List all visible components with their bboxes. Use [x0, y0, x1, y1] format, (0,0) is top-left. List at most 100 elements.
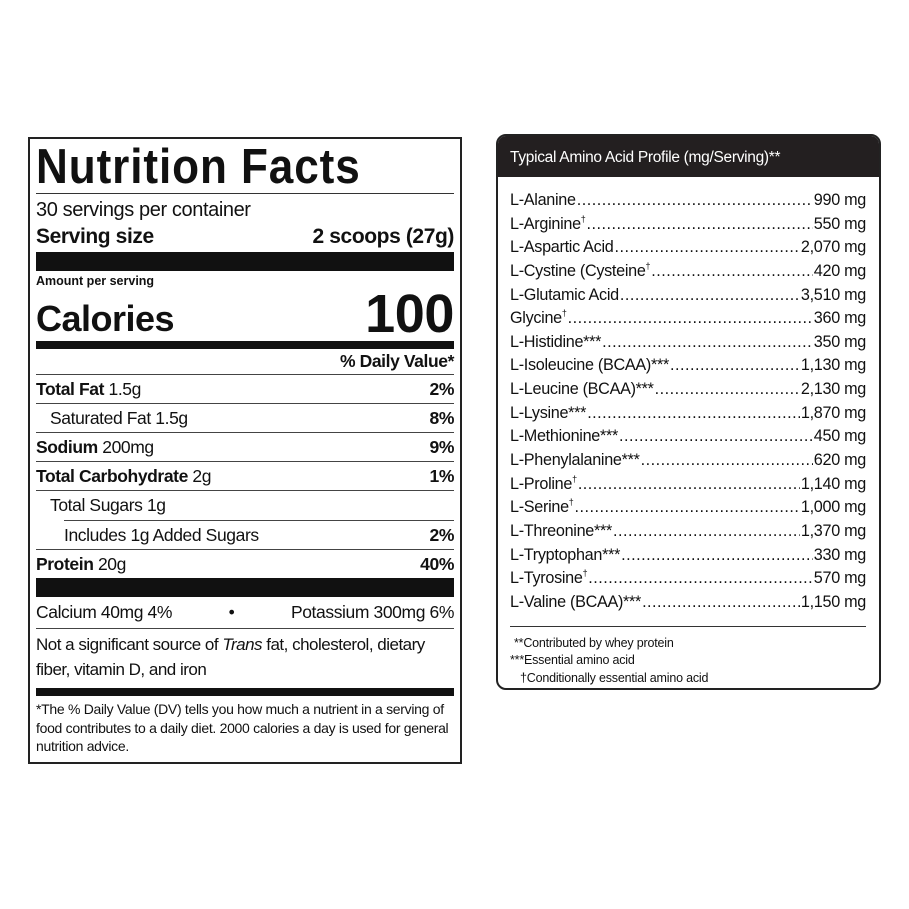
amino-value: 1,130 mg: [800, 356, 866, 375]
nutrition-facts-label: Nutrition Facts 30 servings per containe…: [28, 137, 462, 764]
daily-value-header: % Daily Value*: [36, 349, 454, 375]
amino-value: 2,130 mg: [800, 380, 866, 399]
amino-value: 550 mg: [813, 214, 867, 233]
amino-acid-profile: Typical Amino Acid Profile (mg/Serving)*…: [496, 134, 881, 690]
calories-row: Calories 100: [36, 284, 454, 344]
dot-leader: [614, 236, 799, 260]
footnote: ***Essential amino acid: [510, 653, 635, 668]
amino-row: L-Phenylalanine*** 620 mg: [510, 449, 866, 473]
amino-name: L-Histidine***: [510, 331, 601, 355]
note-text: Not a significant source of: [36, 635, 223, 654]
amino-name-text: L-Arginine: [510, 214, 581, 233]
calories-value: 100: [365, 284, 454, 344]
calcium: Calcium 40mg 4%: [36, 602, 172, 622]
nutrient-dv: 9%: [429, 436, 455, 457]
nutrient-name: Includes 1g Added Sugars: [64, 524, 259, 545]
amino-name: L-Cystine (Cysteine†: [510, 260, 651, 284]
dot-leader: [577, 189, 813, 213]
amino-name-text: L-Threonine***: [510, 521, 612, 540]
amino-name: L-Proline†: [510, 473, 577, 497]
nutrient-name: Saturated Fat 1.5g: [50, 407, 188, 428]
dot-leader: [641, 449, 813, 473]
amino-name-text: L-Serine: [510, 498, 569, 517]
amino-value: 330 mg: [813, 545, 867, 564]
amino-value: 420 mg: [813, 261, 867, 280]
dot-leader: [575, 496, 800, 520]
amino-row: L-Proline† 1,140 mg: [510, 473, 866, 497]
amino-value: 1,870 mg: [800, 403, 866, 422]
label-title: Nutrition Facts: [36, 140, 361, 194]
nutrient-name: Total Fat: [36, 378, 105, 399]
amino-name: L-Lysine***: [510, 402, 586, 426]
amino-value: 1,150 mg: [800, 592, 866, 611]
amino-name: L-Tyrosine†: [510, 567, 588, 591]
dot-leader: [620, 284, 800, 308]
amino-name: L-Valine (BCAA)***: [510, 591, 641, 615]
amino-name-text: L-Isoleucine (BCAA)***: [510, 356, 669, 375]
amino-row: L-Histidine*** 350 mg: [510, 331, 866, 355]
note-text: fat, cholesterol, dietary fiber, vitamin…: [36, 635, 425, 679]
dot-leader: [670, 354, 800, 378]
amino-name-text: L-Tryptophan***: [510, 545, 621, 564]
amino-name: L-Methionine***: [510, 425, 618, 449]
dot-leader: [587, 402, 800, 426]
dot-leader: [602, 331, 813, 355]
amino-value: 1,000 mg: [800, 498, 866, 517]
amino-name-text: L-Phenylalanine***: [510, 451, 640, 470]
dot-leader: [587, 213, 813, 237]
amino-name: L-Glutamic Acid: [510, 284, 619, 308]
amino-name-text: Glycine: [510, 309, 562, 328]
amino-name-text: L-Lysine***: [510, 403, 587, 422]
amino-value: 450 mg: [813, 427, 867, 446]
divider: [64, 520, 454, 521]
daily-value-footnote: *The % Daily Value (DV) tells you how mu…: [36, 701, 449, 754]
amino-name-text: L-Methionine***: [510, 427, 618, 446]
amino-name: L-Phenylalanine***: [510, 449, 640, 473]
amino-mark: †: [568, 497, 574, 508]
amino-value: 1,140 mg: [800, 474, 866, 493]
nutrient-dv: 40%: [420, 553, 454, 574]
nutrient-name: Protein: [36, 553, 94, 574]
dot-leader: [642, 591, 800, 615]
calories-label: Calories: [36, 298, 175, 339]
nutrient-name: Sodium: [36, 436, 98, 457]
nutrient-dv: 1%: [429, 465, 455, 486]
amino-name: Glycine†: [510, 307, 567, 331]
amino-value: 570 mg: [813, 569, 867, 588]
amino-name-text: L-Leucine (BCAA)***: [510, 380, 654, 399]
potassium: Potassium 300mg 6%: [290, 602, 454, 622]
dot-leader: [613, 520, 800, 544]
amino-name: L-Tryptophan***: [510, 544, 620, 568]
amino-value: 2,070 mg: [800, 238, 866, 257]
amino-row: L-Serine† 1,000 mg: [510, 496, 866, 520]
amino-name-text: L-Alanine: [510, 191, 576, 209]
amino-name-text: L-Histidine***: [510, 332, 602, 351]
amino-row: L-Arginine† 550 mg: [510, 213, 866, 237]
nutrient-row: Total Carbohydrate 2g 1%: [36, 462, 454, 491]
amino-name-text: L-Cystine (Cysteine: [510, 261, 646, 280]
amino-row: L-Tyrosine† 570 mg: [510, 567, 866, 591]
dot-leader: [651, 260, 813, 284]
amino-mark: †: [580, 213, 586, 224]
amino-name-text: L-Aspartic Acid: [510, 238, 614, 257]
amino-name: L-Serine†: [510, 496, 574, 520]
nutrient-row: Includes 1g Added Sugars 2%: [36, 521, 454, 550]
nutrient-row: Saturated Fat 1.5g 8%: [36, 404, 454, 433]
amino-value: 1,370 mg: [800, 521, 866, 540]
not-significant-note: Not a significant source of Trans fat, c…: [36, 632, 454, 682]
amount-per-serving: Amount per serving: [36, 274, 155, 288]
medium-divider: [36, 688, 454, 696]
medium-divider: [36, 341, 454, 349]
divider: [510, 625, 866, 627]
nutrient-row: Total Fat 1.5g 2%: [36, 375, 454, 404]
amino-name-text: L-Tyrosine: [510, 569, 583, 588]
footnote: †Conditionally essential amino acid: [520, 670, 709, 685]
amino-value: 350 mg: [813, 332, 867, 351]
amino-name: L-Aspartic Acid: [510, 236, 614, 260]
amino-row: L-Glutamic Acid 3,510 mg: [510, 284, 866, 308]
amino-value: 360 mg: [813, 309, 867, 328]
amino-mark: †: [645, 260, 651, 271]
amino-row: Glycine† 360 mg: [510, 307, 866, 331]
dot-leader: [588, 567, 813, 591]
nutrient-amount: 1.5g: [108, 378, 141, 399]
